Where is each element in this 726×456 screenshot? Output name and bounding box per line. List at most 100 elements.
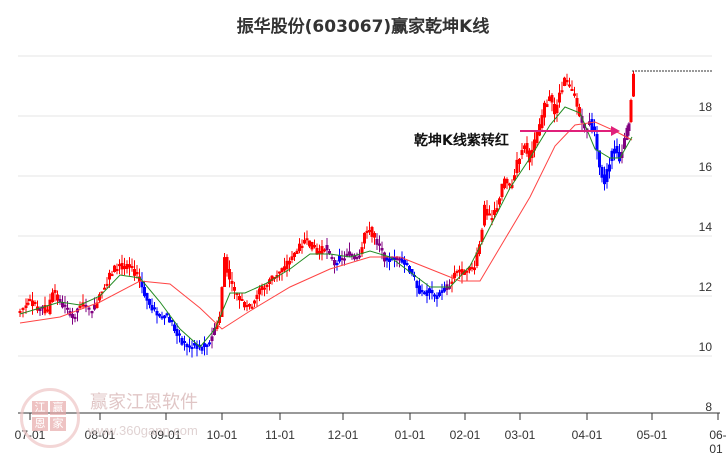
candle-body <box>393 256 396 260</box>
candle-body <box>455 270 459 273</box>
candle-body <box>100 291 104 294</box>
candle-body <box>595 134 599 151</box>
candle-body <box>283 266 286 271</box>
candle-body <box>150 305 154 311</box>
y-tick-label: 8 <box>705 400 712 414</box>
candle-body <box>63 304 67 307</box>
candle-body <box>288 260 291 265</box>
candle-body <box>208 342 211 345</box>
candle-body <box>545 104 549 107</box>
candle-body <box>373 233 376 238</box>
candle-body <box>73 316 77 319</box>
candle-body <box>358 255 361 258</box>
candle-body <box>580 116 584 123</box>
candle-body <box>473 267 476 271</box>
candle-body <box>565 80 569 83</box>
candle-body <box>558 92 561 103</box>
candle-body <box>56 294 59 301</box>
candle-body <box>200 347 204 351</box>
x-tick-label: 10-01 <box>206 428 238 442</box>
candle-body <box>355 257 359 259</box>
candle-body <box>353 255 356 260</box>
candle-body <box>58 299 62 303</box>
candle-body <box>90 311 94 314</box>
candle-body <box>483 204 486 226</box>
candle-body <box>155 311 159 316</box>
candle-body <box>123 266 126 270</box>
x-tick-label: 04-01 <box>571 428 603 442</box>
candle-body <box>463 270 466 275</box>
candle-body <box>613 148 616 154</box>
candle-body <box>185 344 189 348</box>
candle-body <box>573 93 576 96</box>
candle-body <box>280 268 284 272</box>
candle-body <box>293 252 296 257</box>
candle-body <box>503 178 506 188</box>
candle-body <box>240 299 244 301</box>
candle-body <box>295 250 299 254</box>
candle-body <box>610 150 614 161</box>
candle-body <box>448 286 451 289</box>
candle-body <box>258 288 261 295</box>
candle-body <box>71 314 74 318</box>
candle-body <box>433 294 436 297</box>
candle-body <box>590 119 594 131</box>
x-tick-label: 05-01 <box>636 428 668 442</box>
candle-body <box>215 323 219 329</box>
candle-body <box>560 90 564 93</box>
candle-body <box>425 290 429 296</box>
candle-body <box>510 184 514 188</box>
candle-body <box>632 73 635 97</box>
candle-body <box>24 305 28 308</box>
x-tick-label: 12-01 <box>327 428 359 442</box>
candle-body <box>235 293 239 295</box>
candle-body <box>118 264 121 267</box>
candle-body <box>193 343 196 346</box>
candle-body <box>480 229 484 242</box>
candle-body <box>265 284 269 287</box>
candle-body <box>43 305 47 314</box>
candle-body <box>260 285 264 290</box>
candle-body <box>105 283 109 286</box>
candle-body <box>325 245 329 251</box>
x-tick-label: 09-01 <box>150 428 182 442</box>
candle-body <box>368 230 371 232</box>
candle-body <box>61 302 64 308</box>
candle-body <box>428 288 431 293</box>
candle-body <box>420 290 424 293</box>
candle-body <box>143 287 146 297</box>
candle-body <box>308 240 311 247</box>
candle-body <box>350 254 354 257</box>
candle-body <box>128 264 131 268</box>
candle-body <box>178 333 181 336</box>
candle-body <box>335 263 339 265</box>
candle-body <box>608 164 611 172</box>
candle-body <box>465 270 469 273</box>
candle-body <box>278 271 281 274</box>
candle-body <box>130 266 134 268</box>
candle-body <box>360 247 364 254</box>
candle-body <box>615 146 619 154</box>
candle-body <box>525 143 529 154</box>
candle-body <box>578 107 581 117</box>
candle-body <box>233 287 236 291</box>
candle-body <box>430 290 434 294</box>
candle-body <box>290 256 294 260</box>
candle-body <box>505 179 509 184</box>
candle-body <box>343 258 346 261</box>
candle-body <box>413 275 416 277</box>
candle-body <box>253 300 256 304</box>
candle-body <box>305 238 309 241</box>
candle-body <box>33 302 37 304</box>
candle-body <box>400 257 404 263</box>
candle-body <box>395 256 399 260</box>
candle-body <box>418 285 421 294</box>
candle-body <box>583 123 586 129</box>
candle-body <box>570 89 574 91</box>
candle-body <box>310 242 314 250</box>
candle-body <box>600 167 604 178</box>
candle-body <box>180 338 184 345</box>
candle-body <box>538 124 541 136</box>
candle-body <box>26 302 30 305</box>
candle-body <box>93 305 96 310</box>
